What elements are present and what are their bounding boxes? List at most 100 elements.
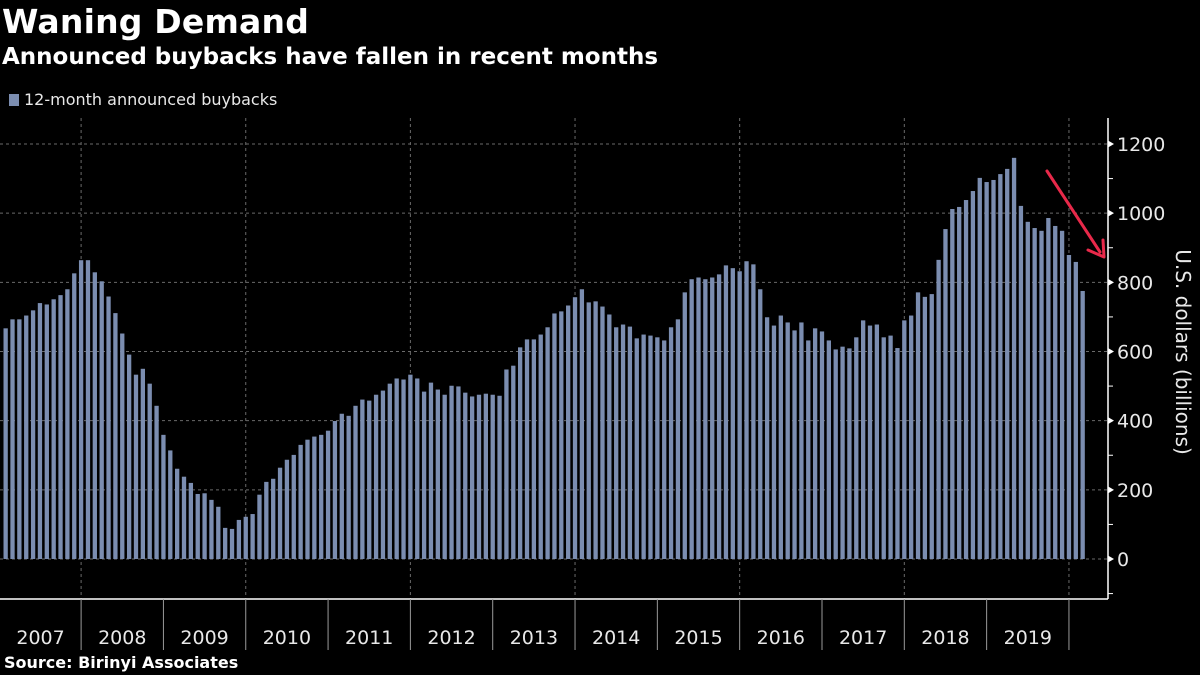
bar bbox=[620, 324, 626, 559]
bar bbox=[655, 337, 660, 559]
bar bbox=[552, 313, 557, 559]
bar bbox=[950, 209, 955, 559]
bar bbox=[957, 206, 962, 560]
bar bbox=[559, 311, 564, 559]
x-year-label: 2018 bbox=[921, 627, 969, 649]
bar bbox=[277, 467, 283, 559]
bar bbox=[819, 331, 825, 559]
bar bbox=[497, 395, 502, 559]
bar bbox=[751, 264, 756, 559]
bar bbox=[78, 260, 84, 559]
bar bbox=[710, 277, 715, 559]
bar bbox=[764, 317, 770, 559]
x-year-label: 2017 bbox=[839, 627, 887, 649]
bar bbox=[257, 494, 262, 559]
bar bbox=[291, 454, 296, 559]
bar bbox=[518, 347, 523, 559]
bar bbox=[1073, 261, 1078, 559]
bar bbox=[195, 493, 200, 559]
x-year-label: 2016 bbox=[757, 627, 805, 649]
x-year-label: 2007 bbox=[16, 627, 64, 649]
x-year-label: 2009 bbox=[180, 627, 228, 649]
bar bbox=[339, 413, 344, 559]
bar bbox=[1039, 230, 1044, 559]
y-tick-marker bbox=[1108, 278, 1114, 286]
bar bbox=[1066, 255, 1072, 559]
bar bbox=[524, 339, 530, 559]
bar bbox=[648, 335, 653, 559]
bar bbox=[806, 340, 811, 559]
bar bbox=[572, 297, 578, 559]
x-year-label: 2011 bbox=[345, 627, 393, 649]
bar bbox=[963, 200, 969, 559]
y-tick-label: 1200 bbox=[1117, 134, 1165, 156]
source-note: Source: Birinyi Associates bbox=[4, 653, 239, 672]
legend-swatch bbox=[9, 93, 19, 106]
bar bbox=[216, 506, 221, 559]
bar bbox=[902, 320, 907, 559]
y-tick-label: 400 bbox=[1117, 411, 1153, 433]
bar bbox=[771, 325, 777, 559]
bar bbox=[353, 405, 358, 559]
bar bbox=[229, 528, 235, 559]
bar bbox=[188, 482, 194, 559]
bar bbox=[449, 385, 454, 559]
bar bbox=[1032, 228, 1037, 559]
x-year-label: 2008 bbox=[98, 627, 146, 649]
bar bbox=[250, 514, 255, 559]
bar bbox=[1005, 168, 1010, 559]
bar bbox=[469, 396, 475, 559]
bar bbox=[922, 296, 928, 559]
bar bbox=[463, 392, 468, 559]
bar bbox=[428, 382, 434, 559]
bar bbox=[977, 177, 982, 559]
bar bbox=[332, 421, 338, 559]
bar bbox=[881, 337, 886, 559]
bar bbox=[202, 493, 207, 559]
arrow-head bbox=[1086, 238, 1106, 259]
bar bbox=[490, 394, 495, 559]
y-axis-ticks: 0 200 400 600 800 1000 1200 bbox=[1108, 134, 1165, 595]
bar bbox=[236, 519, 242, 559]
bars bbox=[3, 157, 1085, 560]
bar bbox=[586, 302, 591, 559]
bar bbox=[161, 434, 166, 559]
bar bbox=[325, 430, 331, 559]
bar bbox=[991, 179, 996, 559]
bar bbox=[346, 415, 351, 559]
bar bbox=[456, 386, 461, 559]
bar bbox=[970, 191, 976, 560]
legend-label: 12-month announced buybacks bbox=[24, 90, 278, 109]
bar bbox=[120, 333, 125, 559]
bar bbox=[373, 394, 379, 559]
bar bbox=[895, 348, 900, 559]
bar bbox=[641, 334, 646, 559]
bar bbox=[37, 303, 43, 559]
bar bbox=[538, 334, 543, 559]
bar bbox=[298, 444, 303, 559]
bar bbox=[284, 459, 290, 559]
bar bbox=[716, 274, 722, 559]
bar bbox=[3, 328, 8, 559]
bar bbox=[634, 338, 639, 559]
bar bbox=[126, 354, 132, 559]
bar bbox=[730, 268, 735, 559]
bar bbox=[1053, 225, 1058, 559]
bar bbox=[511, 365, 516, 559]
x-year-label: 2019 bbox=[1004, 627, 1052, 649]
bar bbox=[85, 260, 91, 559]
x-year-label: 2013 bbox=[510, 627, 558, 649]
bar bbox=[737, 271, 742, 559]
x-year-label: 2015 bbox=[674, 627, 722, 649]
x-axis-ticks: 2007 2008 2009 2010 2011 2012 2013 2014 2015 2016… bbox=[16, 599, 1070, 650]
y-tick-marker bbox=[1108, 417, 1114, 425]
bar bbox=[243, 516, 248, 559]
bar bbox=[662, 340, 667, 559]
bar bbox=[668, 327, 674, 559]
bar bbox=[861, 320, 866, 559]
bar bbox=[24, 315, 29, 559]
bar bbox=[758, 289, 763, 559]
bar bbox=[723, 265, 729, 559]
bar bbox=[44, 304, 49, 559]
bar bbox=[675, 319, 681, 559]
